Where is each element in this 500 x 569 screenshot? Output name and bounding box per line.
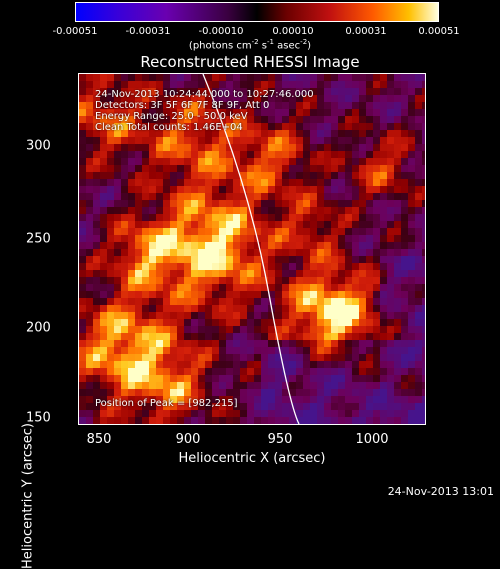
colorbar [75, 2, 439, 22]
image-title: Reconstructed RHESSI Image [140, 53, 360, 71]
colorbar-units: (photons cm-2 s-1 asec-2) [188, 38, 312, 52]
x-tick-label: 850 [86, 432, 112, 447]
time-range-label: 24-Nov-2013 10:24:44.000 to 10:27:46.000 [95, 89, 314, 100]
x-tick-label: 1000 [355, 432, 389, 447]
plot-timestamp: 24-Nov-2013 13:01 [387, 485, 494, 498]
colorbar-tick: 0.00051 [418, 26, 460, 37]
heatmap-image [79, 74, 425, 424]
colorbar-tick: -0.00051 [52, 26, 98, 37]
y-tick-label: 200 [26, 320, 51, 336]
detectors-label: Detectors: 3F 5F 6F 7F 8F 9F, Att 0 [95, 100, 270, 111]
colorbar-tick: -0.00010 [198, 26, 244, 37]
colorbar-tick: 0.00010 [272, 26, 314, 37]
clean-counts-label: Clean Total counts: 1.46E+04 [95, 122, 243, 133]
x-tick-label: 950 [267, 432, 293, 447]
x-tick-label: 900 [175, 432, 201, 447]
y-axis-label: Heliocentric Y (arcsec) [20, 423, 36, 569]
colorbar-tick: -0.00031 [125, 26, 171, 37]
y-tick-label: 250 [26, 231, 51, 247]
colorbar-tick: 0.00031 [345, 26, 387, 37]
energy-range-label: Energy Range: 25.0 - 50.0 keV [95, 111, 248, 122]
x-axis-label: Heliocentric X (arcsec) [178, 451, 326, 466]
y-tick-label: 150 [26, 410, 51, 426]
rhessi-image-plot: 24-Nov-2013 10:24:44.000 to 10:27:46.000… [78, 73, 426, 425]
peak-position-label: Position of Peak = [982,215] [95, 398, 238, 409]
y-tick-label: 300 [26, 138, 51, 154]
solar-limb-line [202, 74, 300, 424]
